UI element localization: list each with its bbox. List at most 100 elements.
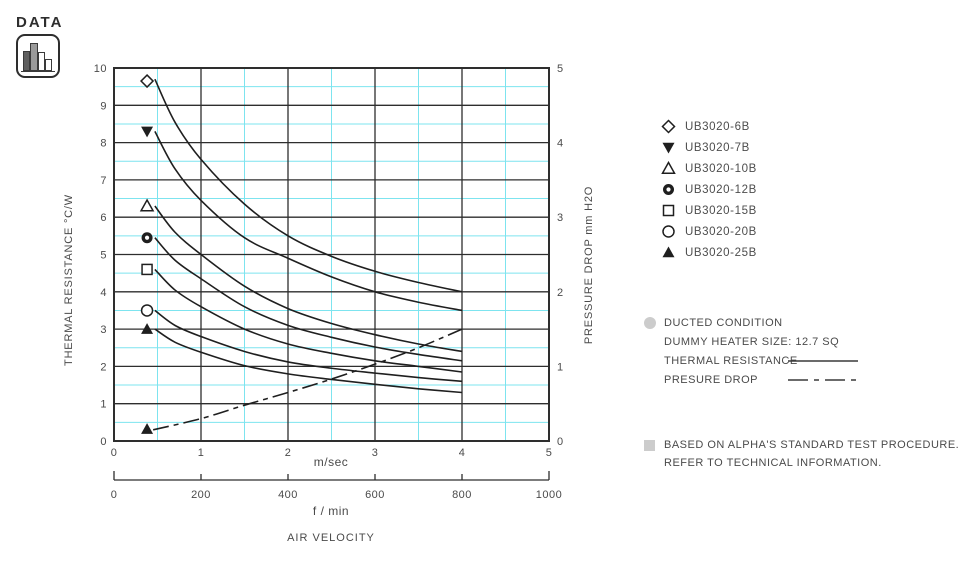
legend-item-label: UB3020-12B bbox=[685, 183, 757, 196]
triangle-down-filled-icon bbox=[141, 126, 154, 138]
triangle-up-filled-icon bbox=[662, 246, 675, 258]
triangle-down-filled-icon bbox=[662, 142, 675, 154]
y-left-tick-label: 4 bbox=[100, 287, 107, 299]
footnote-text-1: BASED ON ALPHA'S STANDARD TEST PROCEDURE… bbox=[664, 439, 960, 451]
footnote-text-2: REFER TO TECHNICAL INFORMATION. bbox=[664, 457, 882, 469]
x-primary-tick-label: 0 bbox=[111, 447, 118, 459]
x-secondary-axis-label: f / min bbox=[313, 504, 349, 518]
x-primary-tick-label: 2 bbox=[285, 447, 292, 459]
x-primary-tick-label: 3 bbox=[372, 447, 379, 459]
circle-open-icon bbox=[662, 225, 675, 238]
footnote-line-2: REFER TO TECHNICAL INFORMATION. bbox=[664, 454, 959, 472]
series-ub3020-7b bbox=[141, 126, 463, 312]
legend-item: UB3020-25B bbox=[661, 242, 757, 263]
notes-block: DUCTED CONDITION DUMMY HEATER SIZE: 12.7… bbox=[644, 313, 860, 389]
y-left-tick-label: 3 bbox=[100, 324, 107, 336]
grid-major bbox=[114, 68, 549, 441]
circle-bullet-icon bbox=[644, 316, 656, 329]
note-thermal-resistance: THERMAL RESISTANCE bbox=[664, 351, 860, 370]
dash-dot-line-sample-icon bbox=[788, 378, 858, 381]
bar-chart-bar bbox=[38, 52, 45, 71]
bar-chart-icon bbox=[16, 34, 60, 78]
diamond-open-icon bbox=[139, 73, 155, 89]
y-left-tick-label: 10 bbox=[94, 63, 107, 75]
triangle-up-open-icon bbox=[139, 198, 155, 212]
triangle-up-filled-icon bbox=[141, 323, 154, 334]
circle-open-icon bbox=[662, 225, 675, 238]
circle-bullseye-icon bbox=[663, 184, 674, 195]
series-curve bbox=[152, 328, 463, 431]
legend-item-label: UB3020-25B bbox=[685, 246, 757, 259]
square-open-icon bbox=[662, 204, 675, 217]
y-left-tick-label: 1 bbox=[100, 399, 107, 411]
bar-chart-bar bbox=[23, 51, 30, 71]
triangle-up-open-icon bbox=[661, 161, 676, 175]
footnote-line-1: BASED ON ALPHA'S STANDARD TEST PROCEDURE… bbox=[644, 436, 959, 454]
y-right-tick-label: 2 bbox=[557, 287, 564, 299]
note-pressure-drop: PRESURE DROP bbox=[664, 370, 860, 389]
series-curve bbox=[154, 268, 463, 373]
legend-item-label: UB3020-20B bbox=[685, 225, 757, 238]
y-right-tick-labels: 5 4 3 2 1 0 bbox=[557, 63, 564, 448]
diamond-open-icon bbox=[661, 119, 676, 134]
y-left-tick-label: 5 bbox=[100, 250, 107, 262]
y-right-tick-label: 3 bbox=[557, 212, 564, 224]
data-badge: DATA bbox=[16, 14, 63, 78]
x-secondary-tick-label: 200 bbox=[191, 489, 211, 501]
legend-item-label: UB3020-7B bbox=[685, 141, 750, 154]
legend: UB3020-6B UB3020-7B UB3020-10B UB3020-12B UB… bbox=[661, 116, 757, 263]
solid-line-sample-icon bbox=[788, 359, 858, 362]
data-badge-label: DATA bbox=[16, 14, 64, 31]
legend-item: UB3020-12B bbox=[661, 179, 757, 200]
series-ub3020-6b bbox=[139, 73, 463, 293]
bar-chart-baseline bbox=[21, 71, 55, 72]
legend-item: UB3020-10B bbox=[661, 158, 757, 179]
series-curve bbox=[154, 78, 463, 293]
x-secondary-axis: 0 200 400 600 800 1000 bbox=[111, 471, 562, 501]
square-open-icon bbox=[662, 204, 675, 217]
series-ub3020-10b bbox=[139, 198, 463, 353]
x-secondary-tick-label: 400 bbox=[278, 489, 298, 501]
x-primary-tick-labels: 0 1 2 3 4 5 bbox=[111, 447, 553, 459]
note-ducted-condition: DUCTED CONDITION bbox=[644, 313, 860, 332]
y-right-tick-label: 1 bbox=[557, 361, 564, 373]
bar-chart-bar bbox=[30, 43, 38, 71]
legend-item-label: UB3020-15B bbox=[685, 204, 757, 217]
ducted-condition-label: DUCTED CONDITION bbox=[664, 316, 783, 329]
x-primary-tick-label: 1 bbox=[198, 447, 205, 459]
y-left-tick-label: 0 bbox=[100, 436, 107, 448]
y-left-tick-label: 7 bbox=[100, 175, 107, 187]
series-curve bbox=[154, 205, 463, 353]
triangle-up-filled-icon bbox=[141, 423, 154, 434]
x-primary-axis-label: m/sec bbox=[314, 455, 349, 469]
x-secondary-tick-label: 800 bbox=[452, 489, 472, 501]
legend-item-label: UB3020-10B bbox=[685, 162, 757, 175]
x-axis-title: AIR VELOCITY bbox=[287, 532, 375, 544]
legend-item: UB3020-7B bbox=[661, 137, 757, 158]
series-pressure-drop bbox=[141, 328, 463, 434]
y-left-tick-label: 2 bbox=[100, 361, 107, 373]
series-ub3020-25b bbox=[141, 323, 463, 394]
diamond-open-icon bbox=[661, 119, 676, 134]
y-left-tick-label: 8 bbox=[100, 138, 107, 150]
series-ub3020-12b bbox=[141, 232, 463, 362]
y-right-axis-title: PRESSURE DROP mm H2O bbox=[583, 186, 595, 344]
plot-border bbox=[113, 67, 550, 442]
circle-open-icon bbox=[140, 304, 154, 317]
x-primary-tick-label: 4 bbox=[459, 447, 466, 459]
square-bullet-icon bbox=[644, 439, 655, 451]
y-right-tick-label: 5 bbox=[557, 63, 564, 75]
series-curve bbox=[154, 131, 463, 312]
triangle-up-open-icon bbox=[661, 161, 676, 175]
legend-item-label: UB3020-6B bbox=[685, 120, 750, 133]
series-ub3020-15b bbox=[141, 263, 463, 373]
y-left-axis-title: THERMAL RESISTANCE °C/W bbox=[63, 194, 75, 366]
x-secondary-tick-label: 600 bbox=[365, 489, 385, 501]
legend-item: UB3020-20B bbox=[661, 221, 757, 242]
x-primary-tick-label: 5 bbox=[546, 447, 553, 459]
bar-chart-bar bbox=[45, 59, 52, 71]
series-ub3020-20b bbox=[140, 304, 463, 383]
